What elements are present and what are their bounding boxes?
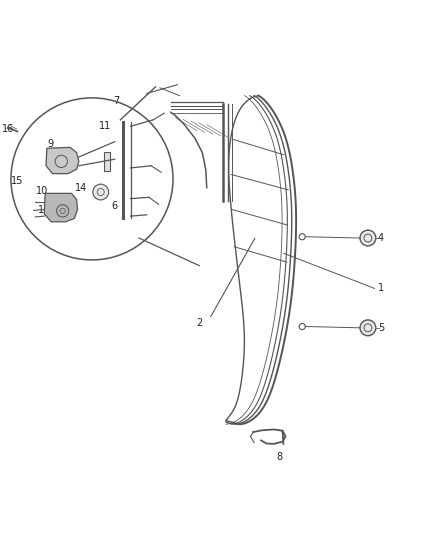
Text: 13: 13 (38, 205, 50, 215)
Text: 8: 8 (276, 452, 282, 462)
Circle shape (360, 320, 376, 336)
Text: 6: 6 (112, 201, 118, 211)
Text: 9: 9 (47, 139, 53, 149)
Text: 7: 7 (113, 96, 119, 106)
Circle shape (360, 230, 376, 246)
Text: 10: 10 (35, 186, 48, 196)
Text: 2: 2 (196, 318, 202, 328)
Polygon shape (44, 193, 78, 222)
Text: 12: 12 (63, 209, 75, 219)
Text: 15: 15 (11, 176, 23, 186)
Bar (105, 151, 110, 171)
Circle shape (93, 184, 109, 200)
Text: 4: 4 (378, 233, 384, 243)
Text: 5: 5 (378, 323, 384, 333)
Text: 11: 11 (99, 122, 111, 131)
Text: 1: 1 (378, 284, 384, 293)
Polygon shape (46, 147, 79, 174)
Text: 16: 16 (2, 124, 14, 134)
Text: 14: 14 (75, 183, 87, 192)
